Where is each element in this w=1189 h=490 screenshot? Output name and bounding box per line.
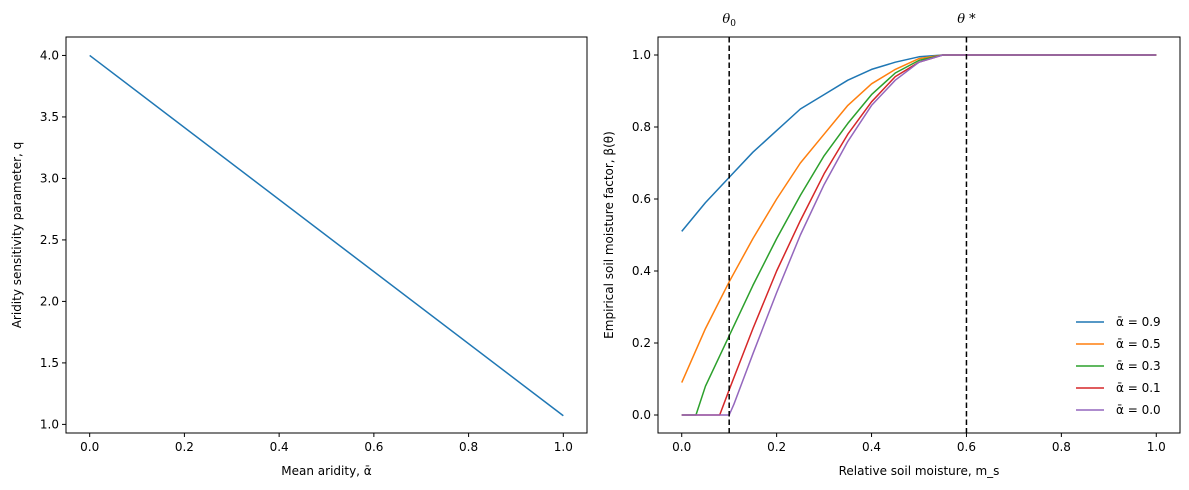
series-line-4 bbox=[681, 54, 1157, 416]
series-line-3 bbox=[681, 54, 1157, 416]
series-line-1 bbox=[681, 54, 1157, 232]
y-tick-label: 3.5 bbox=[40, 110, 59, 124]
chart-panel-2: θ0 θ * 0.0 0.2 0.4 0.6 0.8 1.0 0.0 0.2 0.4 0.6 0.8 1.… bbox=[602, 12, 1181, 478]
y-tick-label: 2.5 bbox=[40, 233, 59, 247]
y-tick-label: 1.0 bbox=[632, 48, 651, 62]
x-tick-label: 0.4 bbox=[862, 440, 881, 454]
series-line-5 bbox=[681, 54, 1157, 416]
x-tick-label: 1.0 bbox=[554, 440, 573, 454]
annotation-label-1: θ0 bbox=[722, 12, 736, 29]
y-tick-label: 3.0 bbox=[40, 171, 59, 185]
y-tick-label: 2.0 bbox=[40, 294, 59, 308]
y-tick-label: 0.8 bbox=[632, 120, 651, 134]
annotation-subscript: 0 bbox=[730, 19, 736, 29]
legend-label-4: ᾱ = 0.1 bbox=[1116, 381, 1161, 395]
legend-label-1: ᾱ = 0.9 bbox=[1116, 315, 1161, 329]
axes-frame bbox=[657, 36, 1181, 434]
x-tick-label: 0.8 bbox=[459, 440, 478, 454]
legend-label-2: ᾱ = 0.5 bbox=[1116, 337, 1161, 351]
x-tick-label: 0.6 bbox=[957, 440, 976, 454]
x-tick-label: 0.2 bbox=[175, 440, 194, 454]
y-axis-label: Empirical soil moisture factor, β(θ) bbox=[602, 131, 616, 339]
x-axis-label: Relative soil moisture, m_s bbox=[839, 464, 1000, 478]
x-tick-label: 0.6 bbox=[364, 440, 383, 454]
y-tick-label: 0.6 bbox=[632, 192, 651, 206]
annotation-text: θ * bbox=[957, 12, 976, 27]
x-tick-label: 0.0 bbox=[672, 440, 691, 454]
x-tick-label: 0.2 bbox=[767, 440, 786, 454]
legend: ᾱ = 0.9 ᾱ = 0.5 ᾱ = 0.3 ᾱ = 0.1 ᾱ = 0.0 bbox=[1076, 315, 1161, 417]
x-tick-label: 1.0 bbox=[1147, 440, 1166, 454]
y-tick-label: 0.4 bbox=[632, 264, 651, 278]
axes-frame bbox=[65, 36, 588, 434]
y-tick-label: 0.0 bbox=[632, 408, 651, 422]
y-tick-label: 1.5 bbox=[40, 356, 59, 370]
annotation-text: θ bbox=[722, 12, 730, 27]
legend-label-5: ᾱ = 0.0 bbox=[1116, 403, 1161, 417]
x-tick-label: 0.8 bbox=[1052, 440, 1071, 454]
y-tick-label: 1.0 bbox=[40, 417, 59, 431]
annotation-label-2: θ * bbox=[957, 12, 976, 27]
series-line-2 bbox=[681, 54, 1157, 383]
x-tick-label: 0.0 bbox=[80, 440, 99, 454]
x-tick-label: 0.4 bbox=[270, 440, 289, 454]
y-tick-label: 4.0 bbox=[40, 48, 59, 62]
legend-label-3: ᾱ = 0.3 bbox=[1116, 359, 1161, 373]
chart-panel-1: 0.0 0.2 0.4 0.6 0.8 1.0 1.0 1.5 2.0 2.5 3.0 3.5 4.0 M… bbox=[10, 36, 588, 478]
y-tick-label: 0.2 bbox=[632, 336, 651, 350]
series-line-1 bbox=[89, 54, 564, 417]
x-axis-label: Mean aridity, ᾱ bbox=[281, 464, 372, 478]
y-axis-label: Aridity sensitivity parameter, q bbox=[10, 142, 24, 329]
